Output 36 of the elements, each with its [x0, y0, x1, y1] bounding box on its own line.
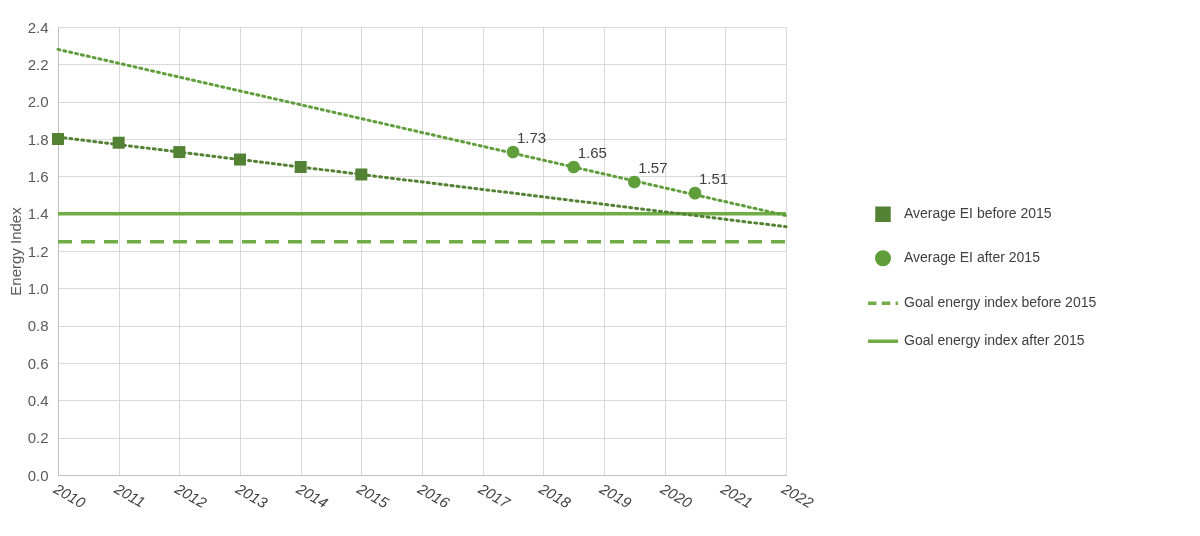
data-label: 1.73	[517, 129, 547, 147]
x-tick-label: 2015	[353, 479, 393, 512]
y-tick-label: 1.6	[27, 167, 49, 185]
y-tick-label: 0.0	[27, 466, 49, 484]
x-tick-label: 2017	[474, 479, 514, 512]
y-tick-label: 2.2	[27, 55, 49, 73]
data-label: 1.57	[638, 158, 668, 176]
legend-label: Goal energy index after 2015	[904, 332, 1085, 349]
y-tick-label: 1.8	[27, 130, 49, 148]
point	[52, 133, 64, 145]
x-tick-label: 2018	[535, 479, 575, 512]
y-tick-label: 0.8	[27, 317, 49, 335]
legend-label: Average EI after 2015	[904, 249, 1041, 266]
x-tick-label: 2022	[778, 479, 817, 512]
x-tick-label: 2010	[50, 479, 89, 512]
x-tick-label: 2019	[596, 479, 635, 512]
y-tick-label: 1.2	[27, 242, 49, 260]
x-tick-label: 2020	[656, 479, 696, 512]
legend-label: Goal energy index before 2015	[904, 294, 1097, 311]
y-tick-label: 2.4	[27, 18, 49, 36]
x-tick-label: 2013	[232, 479, 271, 512]
y-tick-label: 0.6	[27, 354, 49, 372]
data-label: 1.65	[577, 144, 607, 161]
x-tick-label: 2012	[171, 479, 211, 512]
y-tick-label: 0.2	[27, 429, 49, 447]
y-tick-label: 1.0	[27, 279, 49, 297]
x-tick-label: 2014	[292, 479, 332, 512]
legend-label: Average EI before 2015	[904, 205, 1052, 222]
y-tick-label: 1.4	[27, 205, 49, 223]
y-axis-title: Energy Index	[6, 206, 24, 296]
y-tick-label: 0.4	[27, 391, 49, 409]
y-tick-label: 2.0	[27, 93, 49, 111]
x-tick-label: 2011	[110, 479, 149, 511]
data-label: 1.51	[699, 170, 729, 188]
x-tick-label: 2021	[717, 479, 756, 512]
x-tick-label: 2016	[414, 479, 453, 512]
